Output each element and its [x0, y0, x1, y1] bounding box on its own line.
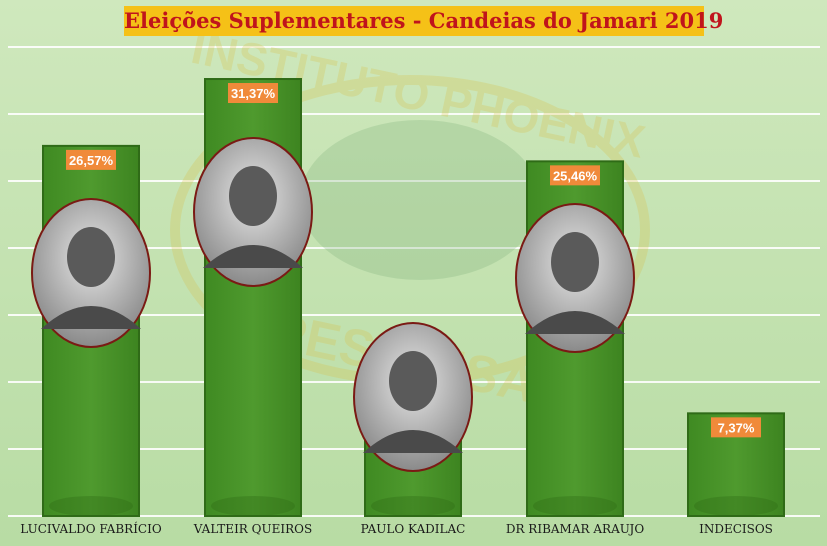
candidate-photo: [353, 322, 473, 472]
category-label: LUCIVALDO FABRÍCIO: [20, 521, 162, 536]
value-label-background: [711, 417, 761, 438]
person-head-icon: [67, 227, 115, 287]
person-body-icon: [41, 306, 141, 329]
person-head-icon: [551, 232, 599, 292]
value-label: 26,57%: [69, 153, 114, 168]
watermark-globe: [300, 120, 540, 280]
value-label: 31,37%: [231, 86, 276, 101]
value-label: 7,37%: [718, 420, 755, 435]
value-label-background: [550, 165, 600, 186]
chart-title: Eleições Suplementares - Candeias do Jam…: [124, 8, 724, 33]
bar-group: 25,46% DR RIBAMAR ARAUJO: [506, 160, 645, 536]
bar-group: 7,37% INDECISOS: [687, 412, 785, 536]
candidate-photo: [515, 203, 635, 353]
bar-shadow: [49, 496, 133, 516]
category-label: PAULO KADILAC: [361, 522, 466, 536]
candidate-photo: [31, 198, 151, 348]
bar-shadow: [211, 496, 295, 516]
bar-group: 26,57% LUCIVALDO FABRÍCIO: [20, 144, 162, 536]
bar-group: 9,23%PAULO KADILAC: [353, 322, 473, 536]
bar-shadow: [533, 496, 617, 516]
category-label: INDECISOS: [699, 522, 773, 536]
person-body-icon: [525, 311, 625, 334]
value-label-background: [66, 149, 116, 170]
person-head-icon: [389, 351, 437, 411]
bar-group: 31,37% VALTEIR QUEIROS: [193, 78, 313, 536]
candidate-photo: [193, 137, 313, 287]
title-background: [124, 6, 704, 36]
bar-shadow: [694, 496, 778, 516]
person-body-icon: [203, 245, 303, 268]
bar-shadow: [371, 496, 455, 516]
category-label: VALTEIR QUEIROS: [193, 522, 312, 536]
person-head-icon: [229, 166, 277, 226]
person-body-icon: [363, 430, 463, 453]
value-label-background: [228, 83, 278, 104]
value-label: 25,46%: [553, 168, 598, 183]
category-label: DR RIBAMAR ARAUJO: [506, 522, 645, 536]
